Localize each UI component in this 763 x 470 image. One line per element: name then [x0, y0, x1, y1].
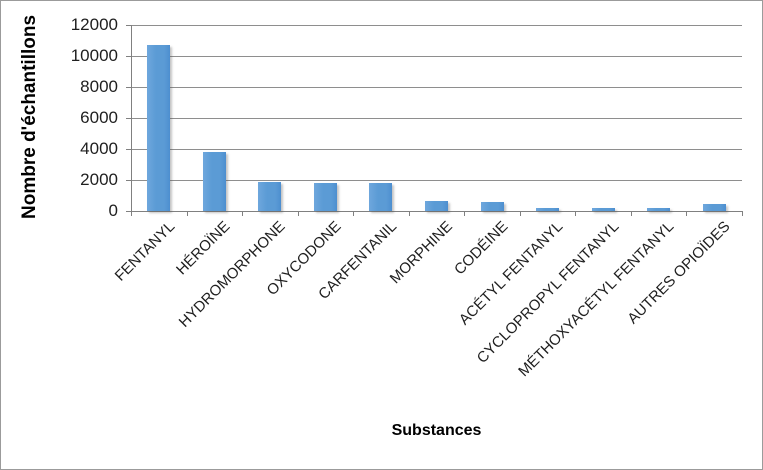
- x-axis-title: Substances: [391, 422, 482, 439]
- y-axis-tick: [126, 118, 131, 119]
- bar-m-thoxyac-tyl-fentanyl: [647, 208, 671, 211]
- x-axis-tick: [464, 211, 466, 216]
- bar-cyclopropyl-fentanyl: [591, 208, 615, 211]
- gridline: [131, 25, 742, 26]
- x-axis-tick: [353, 211, 355, 216]
- y-axis-tick: [126, 211, 131, 212]
- bar-cod-ine: [480, 201, 504, 211]
- y-axis-tick: [126, 87, 131, 88]
- x-category-label: HYDROMORPHONE: [176, 218, 289, 331]
- x-axis-tick: [630, 211, 632, 216]
- gridline: [131, 56, 742, 57]
- bar-ac-tyl-fentanyl: [536, 207, 560, 211]
- x-axis-tick: [519, 211, 521, 216]
- y-tick-label: 4000: [80, 139, 118, 158]
- y-axis: [131, 25, 132, 212]
- gridline: [131, 87, 742, 88]
- x-axis-tick: [686, 211, 688, 216]
- gridline: [131, 149, 742, 150]
- gridline: [131, 118, 742, 119]
- bar-carfentanil: [369, 183, 393, 211]
- gridline: [131, 180, 742, 181]
- x-axis-tick: [575, 211, 577, 216]
- bar-autres-opio-des: [702, 204, 726, 211]
- y-axis-tick: [126, 25, 131, 26]
- x-category-label: ACÉTYL FENTANYL: [456, 218, 567, 329]
- bar-fentanyl: [147, 45, 171, 211]
- x-axis-tick: [408, 211, 410, 216]
- y-tick-label: 0: [108, 201, 118, 220]
- y-tick-label: 6000: [80, 108, 118, 127]
- x-axis-tick: [742, 211, 743, 216]
- y-tick-label: 2000: [80, 170, 118, 189]
- bar-oxycodone: [313, 183, 337, 211]
- x-axis-tick: [297, 211, 299, 216]
- y-axis-tick: [126, 180, 131, 181]
- y-tick-label: 10000: [70, 46, 118, 65]
- x-category-label: AUTRES OPIOÏDES: [623, 218, 734, 328]
- x-axis: [131, 211, 743, 212]
- x-axis-tick: [131, 211, 132, 216]
- y-axis-tick: [126, 149, 131, 150]
- bar-h-ro-ne: [202, 152, 226, 211]
- y-axis-tick: [126, 56, 131, 57]
- x-axis-tick: [186, 211, 188, 216]
- x-category-label: FENTANYL: [111, 218, 178, 285]
- bar-hydromorphone: [258, 181, 282, 211]
- x-axis-tick: [242, 211, 244, 216]
- y-axis-title: Nombre d'échantillons: [19, 14, 40, 219]
- y-tick-label: 8000: [80, 77, 118, 96]
- y-tick-label: 12000: [70, 15, 118, 34]
- bar-morphine: [425, 200, 448, 211]
